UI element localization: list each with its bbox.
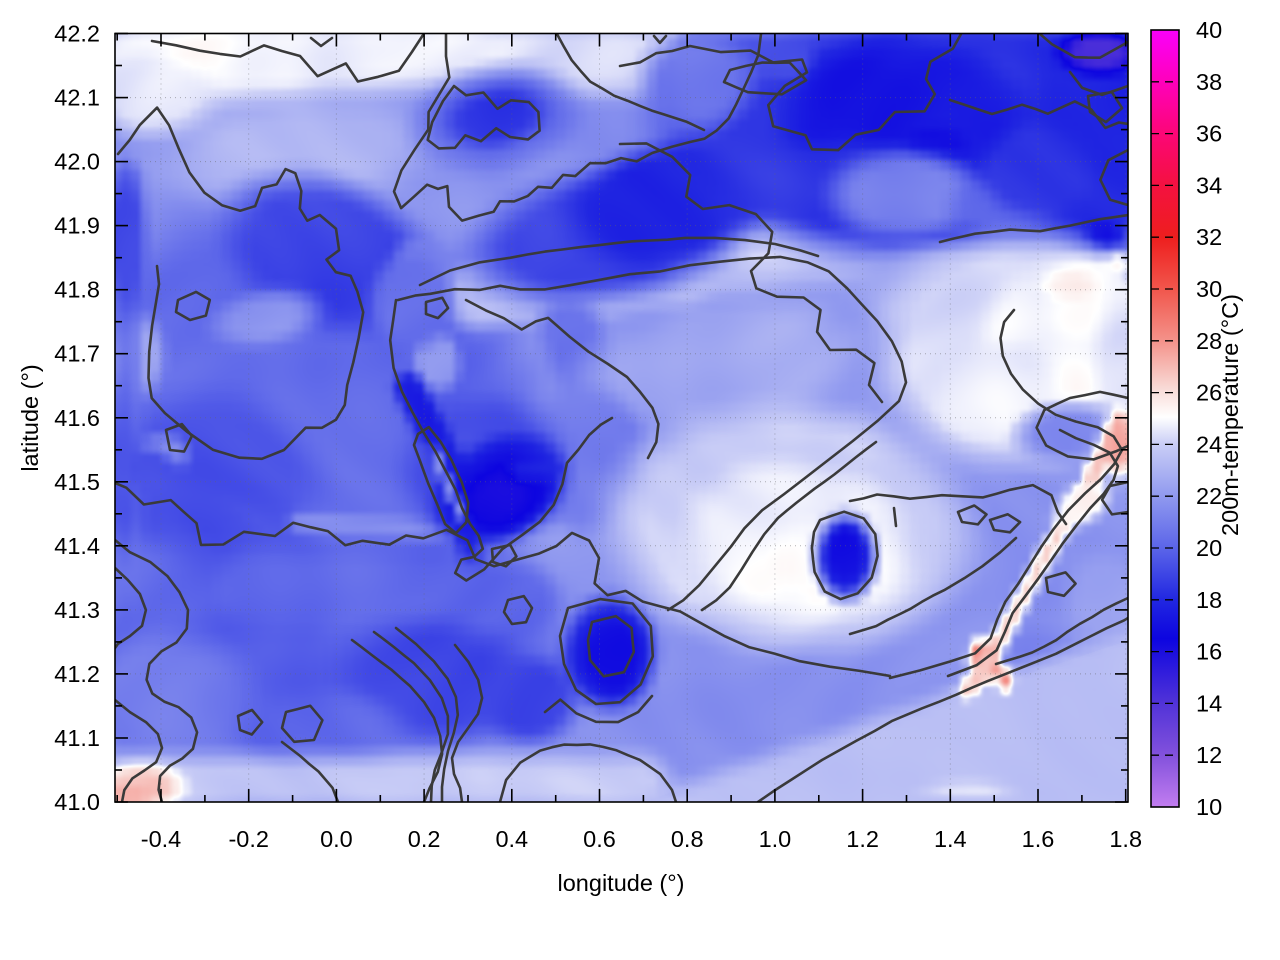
svg-text:22: 22: [1196, 483, 1222, 509]
svg-text:42.2: 42.2: [54, 21, 100, 47]
svg-text:16: 16: [1196, 639, 1222, 665]
svg-text:41.6: 41.6: [54, 405, 100, 431]
svg-text:30: 30: [1196, 276, 1222, 302]
svg-text:34: 34: [1196, 172, 1222, 198]
svg-text:41.3: 41.3: [54, 597, 100, 623]
svg-text:26: 26: [1196, 380, 1222, 406]
svg-text:28: 28: [1196, 328, 1222, 354]
svg-text:-0.2: -0.2: [228, 826, 269, 852]
svg-text:1.4: 1.4: [934, 826, 967, 852]
svg-text:longitude (°): longitude (°): [558, 870, 685, 896]
svg-text:1.2: 1.2: [846, 826, 879, 852]
svg-text:36: 36: [1196, 121, 1222, 147]
svg-text:32: 32: [1196, 224, 1222, 250]
svg-text:10: 10: [1196, 794, 1222, 820]
svg-text:24: 24: [1196, 431, 1222, 457]
svg-text:42.1: 42.1: [54, 85, 100, 111]
svg-text:41.2: 41.2: [54, 661, 100, 687]
svg-text:1.8: 1.8: [1109, 826, 1142, 852]
svg-text:1.6: 1.6: [1022, 826, 1055, 852]
svg-text:38: 38: [1196, 69, 1222, 95]
svg-text:0.0: 0.0: [320, 826, 353, 852]
svg-text:0.4: 0.4: [495, 826, 528, 852]
svg-text:-0.4: -0.4: [141, 826, 182, 852]
svg-text:18: 18: [1196, 587, 1222, 613]
svg-text:41.1: 41.1: [54, 725, 100, 751]
svg-text:12: 12: [1196, 742, 1222, 768]
svg-text:41.5: 41.5: [54, 469, 100, 495]
svg-text:41.9: 41.9: [54, 213, 100, 239]
svg-text:42.0: 42.0: [54, 149, 100, 175]
svg-text:0.8: 0.8: [671, 826, 704, 852]
svg-text:41.8: 41.8: [54, 277, 100, 303]
svg-text:20: 20: [1196, 535, 1222, 561]
svg-text:1.0: 1.0: [759, 826, 792, 852]
svg-text:0.6: 0.6: [583, 826, 616, 852]
svg-text:40: 40: [1196, 17, 1222, 43]
svg-text:41.7: 41.7: [54, 341, 100, 367]
svg-text:0.2: 0.2: [408, 826, 441, 852]
svg-text:latitude (°): latitude (°): [17, 364, 43, 471]
svg-text:14: 14: [1196, 690, 1222, 716]
svg-text:41.0: 41.0: [54, 789, 100, 815]
svg-text:200m-temperature (°C): 200m-temperature (°C): [1217, 294, 1243, 536]
svg-text:41.4: 41.4: [54, 533, 100, 559]
